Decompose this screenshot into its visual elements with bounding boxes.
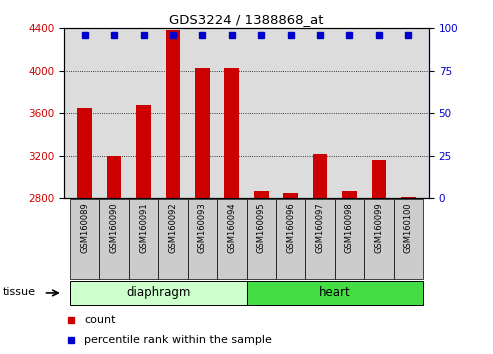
Bar xyxy=(401,197,416,354)
Text: heart: heart xyxy=(319,286,351,299)
Bar xyxy=(224,68,239,354)
Text: GSM160098: GSM160098 xyxy=(345,202,354,253)
FancyBboxPatch shape xyxy=(100,199,129,279)
Text: GSM160092: GSM160092 xyxy=(169,202,177,253)
Text: GSM160090: GSM160090 xyxy=(109,202,119,253)
FancyBboxPatch shape xyxy=(305,199,335,279)
FancyBboxPatch shape xyxy=(217,199,246,279)
Text: GSM160096: GSM160096 xyxy=(286,202,295,253)
FancyBboxPatch shape xyxy=(276,199,305,279)
Text: percentile rank within the sample: percentile rank within the sample xyxy=(84,335,272,345)
Bar xyxy=(77,108,92,354)
FancyBboxPatch shape xyxy=(188,199,217,279)
Text: GSM160095: GSM160095 xyxy=(257,202,266,253)
Bar xyxy=(195,68,210,354)
FancyBboxPatch shape xyxy=(158,199,188,279)
Text: GSM160093: GSM160093 xyxy=(198,202,207,253)
Bar xyxy=(136,105,151,354)
FancyBboxPatch shape xyxy=(246,281,423,305)
Text: tissue: tissue xyxy=(3,287,36,297)
FancyBboxPatch shape xyxy=(246,199,276,279)
FancyBboxPatch shape xyxy=(335,199,364,279)
Text: diaphragm: diaphragm xyxy=(126,286,190,299)
Bar xyxy=(166,30,180,354)
Text: GSM160091: GSM160091 xyxy=(139,202,148,253)
Text: GSM160100: GSM160100 xyxy=(404,202,413,253)
Bar xyxy=(283,193,298,354)
FancyBboxPatch shape xyxy=(393,199,423,279)
Bar xyxy=(107,156,121,354)
Text: GSM160089: GSM160089 xyxy=(80,202,89,253)
FancyBboxPatch shape xyxy=(70,199,100,279)
Title: GDS3224 / 1388868_at: GDS3224 / 1388868_at xyxy=(169,13,324,26)
FancyBboxPatch shape xyxy=(364,199,393,279)
Text: GSM160094: GSM160094 xyxy=(227,202,236,253)
FancyBboxPatch shape xyxy=(129,199,158,279)
Text: count: count xyxy=(84,315,116,325)
Bar xyxy=(372,160,386,354)
Bar xyxy=(313,154,327,354)
Text: GSM160099: GSM160099 xyxy=(374,202,384,253)
Bar xyxy=(254,191,269,354)
Text: GSM160097: GSM160097 xyxy=(316,202,324,253)
Bar xyxy=(342,191,357,354)
FancyBboxPatch shape xyxy=(70,281,246,305)
